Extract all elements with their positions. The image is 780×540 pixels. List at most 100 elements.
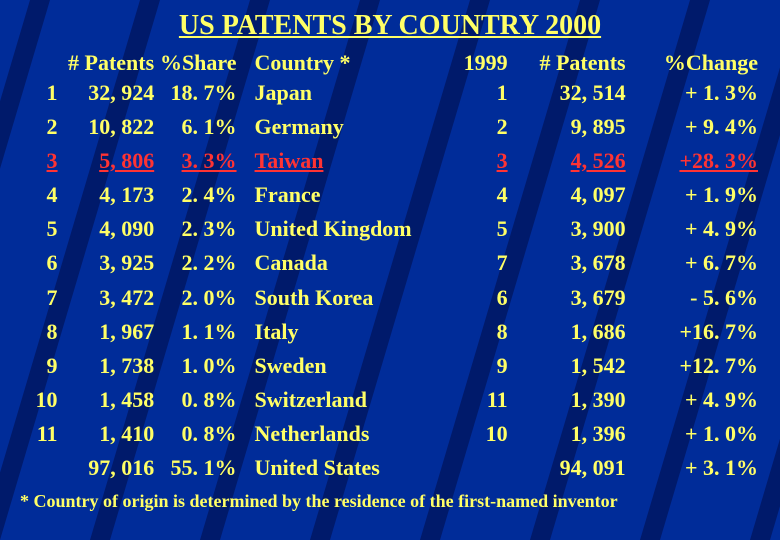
cell-patents_1999: 3, 679 <box>510 281 628 315</box>
page-title: US PATENTS BY COUNTRY 2000 <box>20 10 760 42</box>
table-row: 81, 9671. 1%Italy81, 686+16. 7% <box>20 315 760 349</box>
cell-rank: 7 <box>20 281 60 315</box>
cell-share: 2. 4% <box>156 178 238 212</box>
table-row: 44, 1732. 4%France44, 097+ 1. 9% <box>20 178 760 212</box>
cell-country: Switzerland <box>239 383 442 417</box>
cell-country: Canada <box>239 246 442 280</box>
column-header-country: Country * <box>239 50 442 76</box>
cell-patents_1999: 3, 678 <box>510 246 628 280</box>
cell-share: 1. 1% <box>156 315 238 349</box>
cell-rank: 5 <box>20 212 60 246</box>
cell-change: + 9. 4% <box>628 110 760 144</box>
cell-country: Taiwan <box>239 144 442 178</box>
cell-share: 3. 3% <box>156 144 238 178</box>
cell-patents_1999: 1, 396 <box>510 417 628 451</box>
cell-change: +12. 7% <box>628 349 760 383</box>
cell-patents_1999: 4, 526 <box>510 144 628 178</box>
table-row: 54, 0902. 3%United Kingdom53, 900+ 4. 9% <box>20 212 760 246</box>
cell-country: United States <box>239 451 442 485</box>
cell-country: Italy <box>239 315 442 349</box>
cell-patents_1999: 1, 686 <box>510 315 628 349</box>
cell-share: 2. 3% <box>156 212 238 246</box>
table-row: 210, 8226. 1%Germany29, 895+ 9. 4% <box>20 110 760 144</box>
cell-patents: 97, 016 <box>60 451 157 485</box>
table-row: 73, 4722. 0%South Korea63, 679- 5. 6% <box>20 281 760 315</box>
table-header-row: # Patents%ShareCountry *1999# Patents%Ch… <box>20 50 760 76</box>
cell-rank_1999: 10 <box>441 417 509 451</box>
cell-country: Japan <box>239 76 442 110</box>
cell-patents_1999: 94, 091 <box>510 451 628 485</box>
cell-change: +28. 3% <box>628 144 760 178</box>
cell-rank_1999: 11 <box>441 383 509 417</box>
cell-change: + 6. 7% <box>628 246 760 280</box>
cell-share: 2. 0% <box>156 281 238 315</box>
cell-rank_1999: 4 <box>441 178 509 212</box>
cell-change: + 1. 3% <box>628 76 760 110</box>
cell-rank: 3 <box>20 144 60 178</box>
cell-rank: 9 <box>20 349 60 383</box>
cell-country: South Korea <box>239 281 442 315</box>
cell-share: 0. 8% <box>156 383 238 417</box>
cell-share: 2. 2% <box>156 246 238 280</box>
cell-change: + 4. 9% <box>628 383 760 417</box>
cell-rank_1999: 1 <box>441 76 509 110</box>
cell-rank <box>20 451 60 485</box>
cell-rank_1999: 8 <box>441 315 509 349</box>
cell-patents: 32, 924 <box>60 76 157 110</box>
cell-rank: 11 <box>20 417 60 451</box>
cell-share: 55. 1% <box>156 451 238 485</box>
cell-country: Germany <box>239 110 442 144</box>
column-header-patents: # Patents <box>60 50 157 76</box>
cell-country: France <box>239 178 442 212</box>
cell-share: 0. 8% <box>156 417 238 451</box>
cell-change: + 3. 1% <box>628 451 760 485</box>
slide-content: US PATENTS BY COUNTRY 2000 # Patents%Sha… <box>0 0 780 512</box>
cell-patents: 4, 090 <box>60 212 157 246</box>
cell-country: Netherlands <box>239 417 442 451</box>
cell-rank: 10 <box>20 383 60 417</box>
column-header-share: %Share <box>156 50 238 76</box>
patents-table: # Patents%ShareCountry *1999# Patents%Ch… <box>20 50 760 485</box>
cell-rank: 4 <box>20 178 60 212</box>
cell-rank: 8 <box>20 315 60 349</box>
cell-patents: 1, 738 <box>60 349 157 383</box>
footnote: * Country of origin is determined by the… <box>20 491 760 512</box>
cell-share: 6. 1% <box>156 110 238 144</box>
cell-country: Sweden <box>239 349 442 383</box>
column-header-rank <box>20 50 60 76</box>
table-row: 91, 7381. 0%Sweden91, 542+12. 7% <box>20 349 760 383</box>
cell-rank_1999 <box>441 451 509 485</box>
cell-rank_1999: 3 <box>441 144 509 178</box>
column-header-rank_1999: 1999 <box>441 50 509 76</box>
table-row: 97, 01655. 1%United States 94, 091+ 3. 1% <box>20 451 760 485</box>
cell-rank: 2 <box>20 110 60 144</box>
cell-change: - 5. 6% <box>628 281 760 315</box>
table-row: 101, 4580. 8%Switzerland111, 390+ 4. 9% <box>20 383 760 417</box>
cell-rank_1999: 2 <box>441 110 509 144</box>
cell-change: +16. 7% <box>628 315 760 349</box>
cell-patents_1999: 4, 097 <box>510 178 628 212</box>
cell-patents: 5, 806 <box>60 144 157 178</box>
cell-rank: 1 <box>20 76 60 110</box>
cell-patents: 3, 925 <box>60 246 157 280</box>
cell-rank_1999: 7 <box>441 246 509 280</box>
cell-patents: 10, 822 <box>60 110 157 144</box>
cell-patents: 1, 967 <box>60 315 157 349</box>
cell-change: + 4. 9% <box>628 212 760 246</box>
cell-rank_1999: 6 <box>441 281 509 315</box>
cell-patents: 4, 173 <box>60 178 157 212</box>
column-header-patents_1999: # Patents <box>510 50 628 76</box>
cell-patents_1999: 1, 542 <box>510 349 628 383</box>
cell-patents_1999: 3, 900 <box>510 212 628 246</box>
cell-patents: 1, 410 <box>60 417 157 451</box>
cell-country: United Kingdom <box>239 212 442 246</box>
cell-patents: 3, 472 <box>60 281 157 315</box>
table-row: 35, 8063. 3%Taiwan34, 526+28. 3% <box>20 144 760 178</box>
cell-patents_1999: 1, 390 <box>510 383 628 417</box>
table-row: 132, 92418. 7%Japan132, 514+ 1. 3% <box>20 76 760 110</box>
cell-rank: 6 <box>20 246 60 280</box>
cell-share: 1. 0% <box>156 349 238 383</box>
cell-patents_1999: 9, 895 <box>510 110 628 144</box>
table-row: 111, 4100. 8%Netherlands101, 396+ 1. 0% <box>20 417 760 451</box>
cell-share: 18. 7% <box>156 76 238 110</box>
